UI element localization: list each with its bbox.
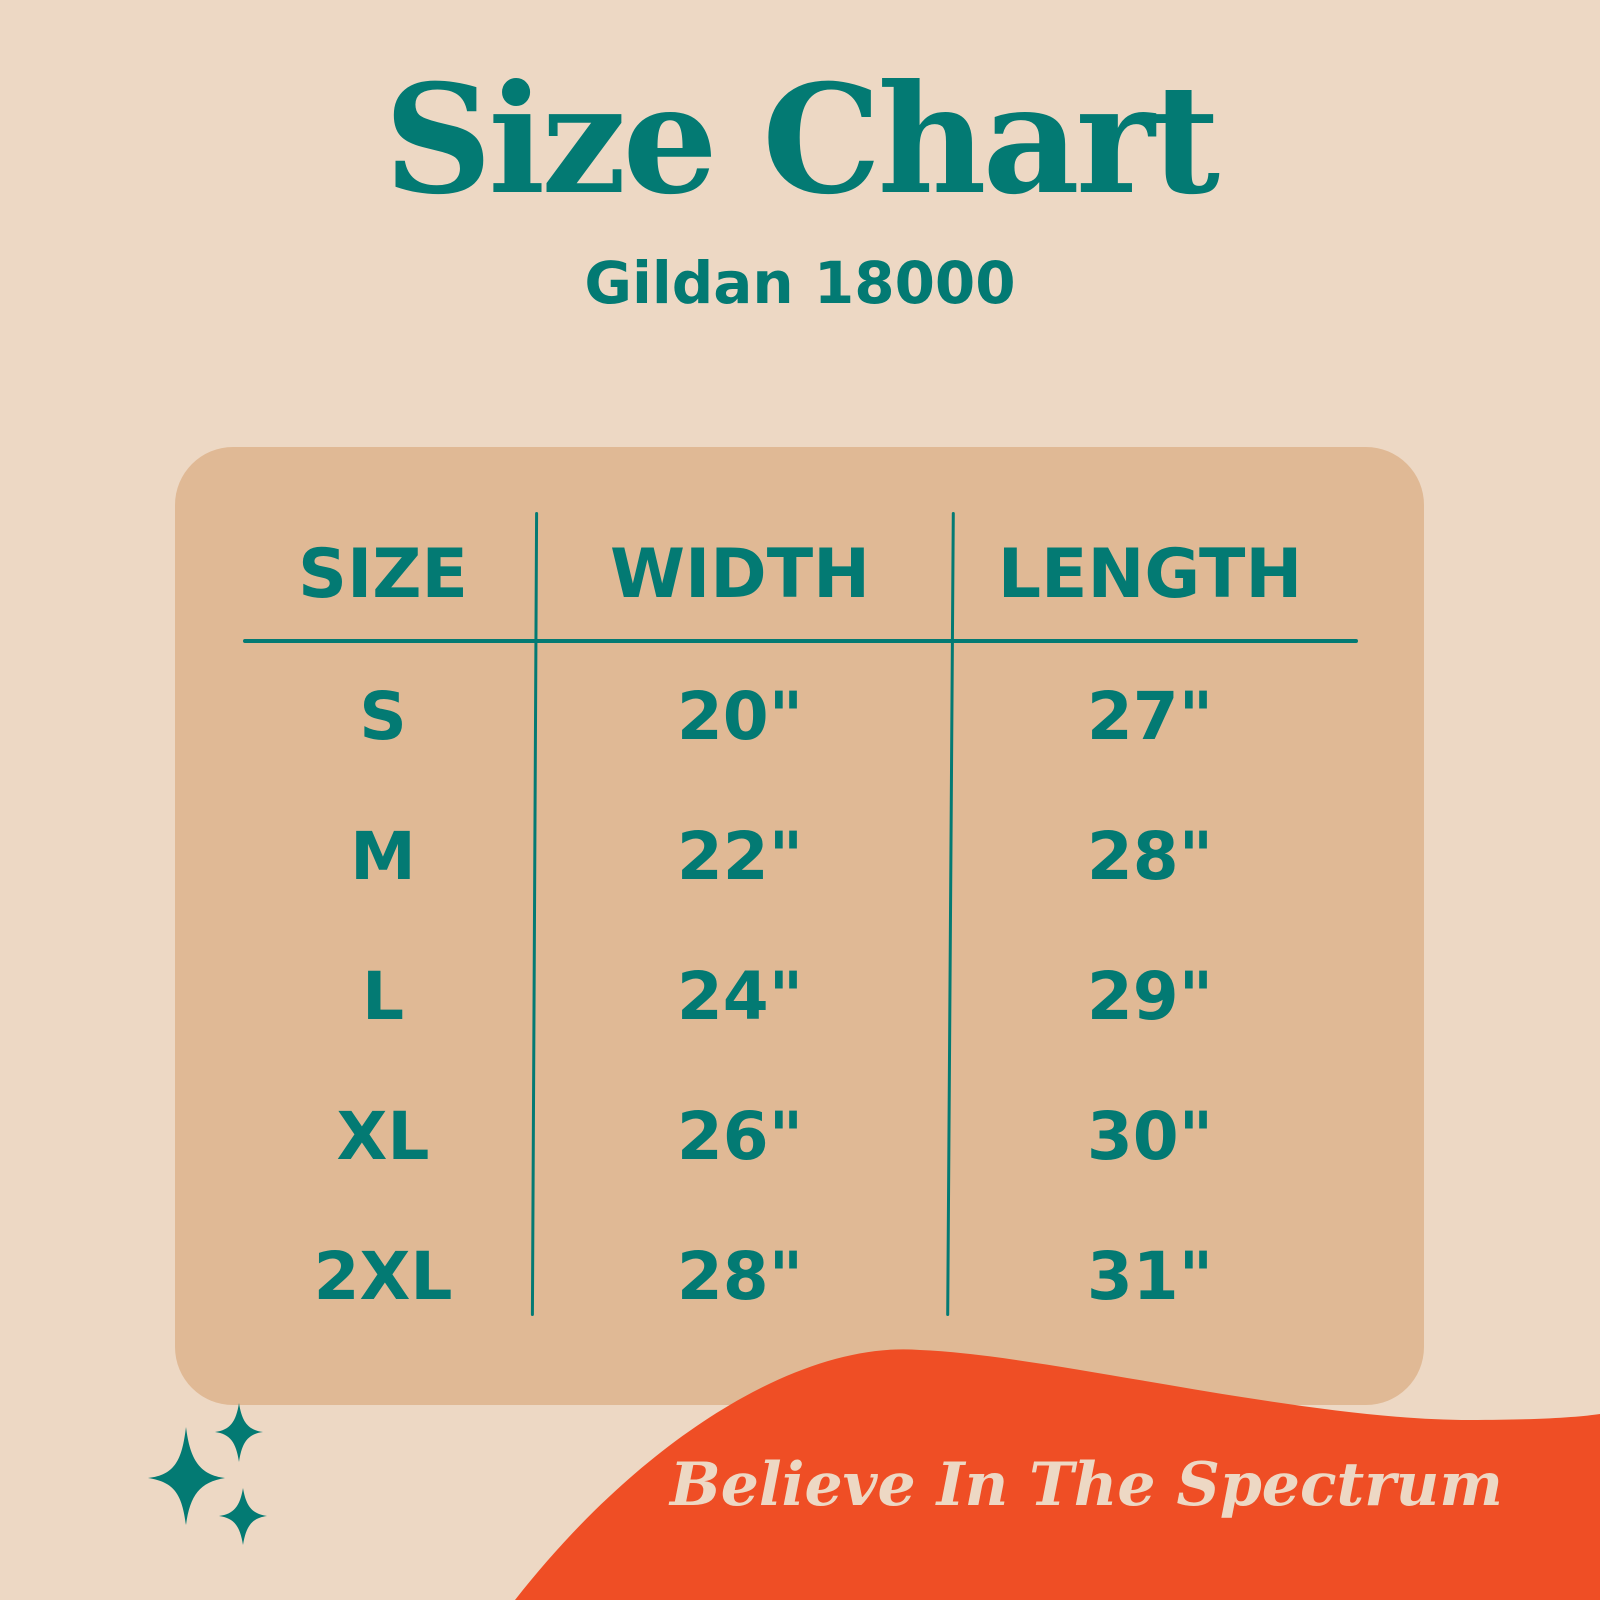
cell-size: M: [350, 818, 416, 895]
cell-length: 29": [1086, 958, 1214, 1035]
tagline: Believe In The Spectrum: [670, 1450, 1503, 1520]
header-length: LENGTH: [997, 535, 1303, 614]
sparkle-stars-icon: [148, 1403, 267, 1545]
cell-length: 30": [1086, 1098, 1214, 1175]
cell-width: 22": [676, 818, 804, 895]
header-divider: [243, 639, 1358, 643]
header-width: WIDTH: [609, 535, 871, 614]
cell-size: XL: [336, 1098, 430, 1175]
header-size: SIZE: [297, 535, 469, 614]
cell-width: 20": [676, 678, 804, 755]
cell-length: 28": [1086, 818, 1214, 895]
orange-wave: [515, 1349, 1600, 1600]
page-subtitle: Gildan 18000: [584, 249, 1016, 317]
cell-width: 26": [676, 1098, 804, 1175]
cell-width: 24": [676, 958, 804, 1035]
cell-width: 28": [676, 1238, 804, 1315]
page-title: Size Chart: [383, 52, 1220, 228]
size-table-card: [175, 447, 1424, 1405]
cell-length: 31": [1086, 1238, 1214, 1315]
cell-size: S: [359, 678, 407, 755]
cell-length: 27": [1086, 678, 1214, 755]
cell-size: L: [361, 958, 405, 1035]
cell-size: 2XL: [313, 1238, 453, 1315]
